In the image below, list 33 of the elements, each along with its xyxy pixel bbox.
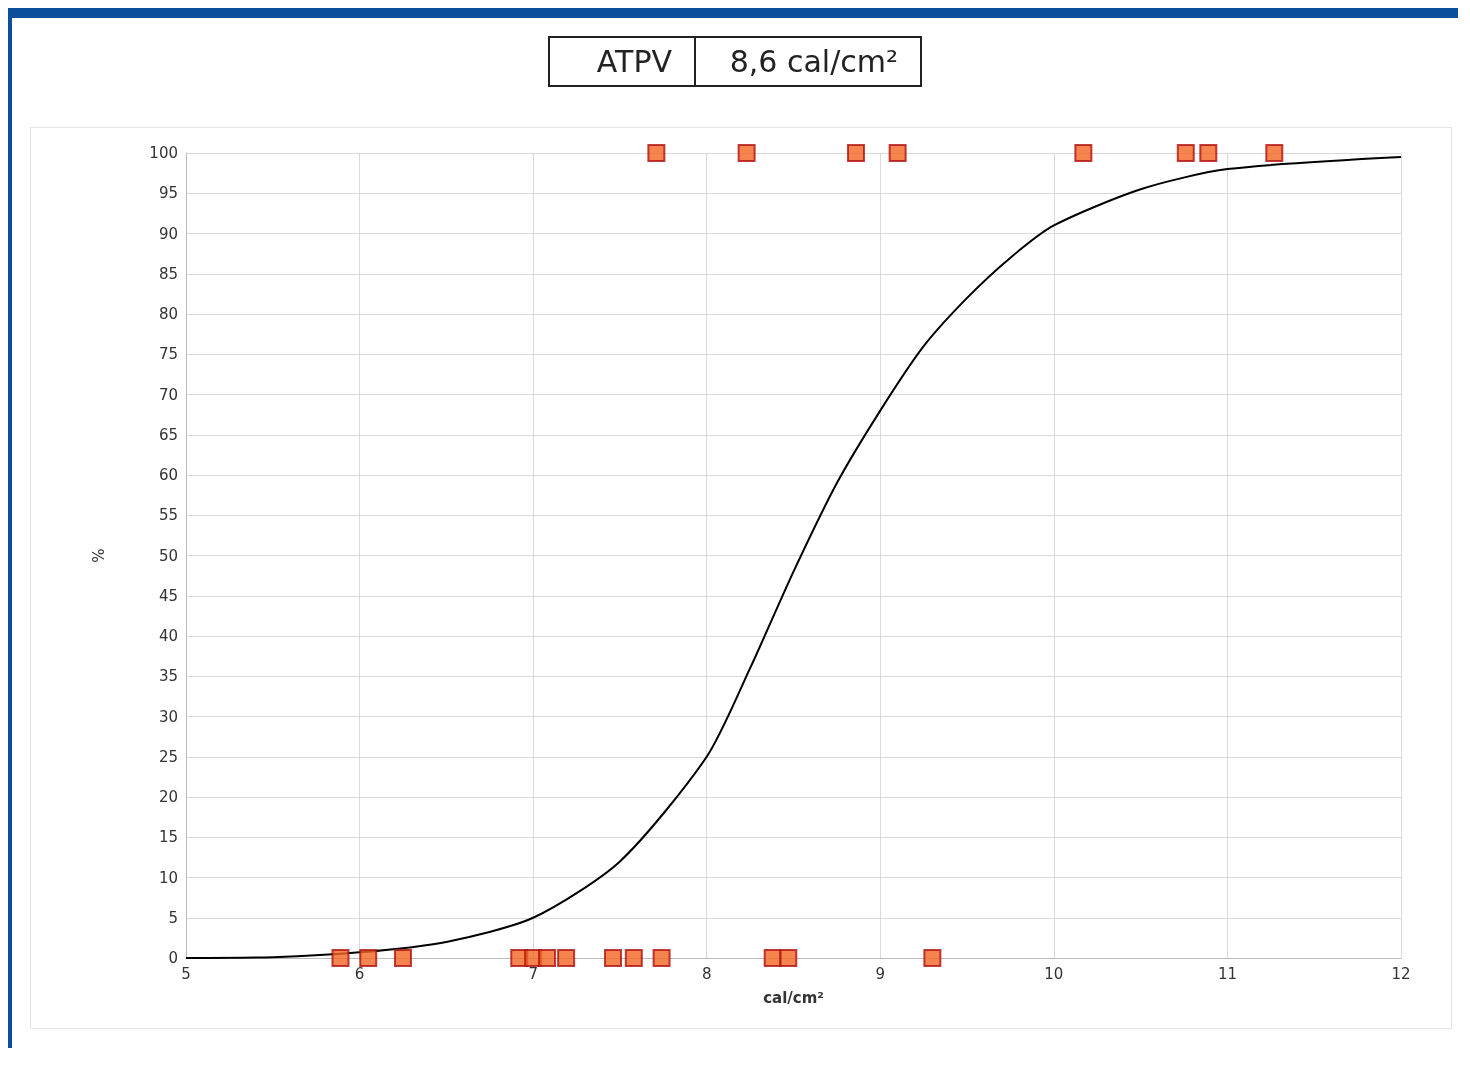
x-tick-label: 12 [1391, 964, 1411, 983]
x-tick-label: 6 [354, 964, 365, 983]
y-axis-title: % [89, 548, 108, 563]
x-tick-label: 9 [875, 964, 886, 983]
x-tick-label: 8 [701, 964, 712, 983]
y-tick-label: 35 [158, 667, 178, 686]
y-tick-label: 55 [158, 506, 178, 525]
y-tick-label: 40 [158, 627, 178, 645]
y-tick-label: 70 [158, 385, 178, 404]
x-tick-label: 11 [1217, 964, 1237, 983]
x-tick-label: 10 [1044, 964, 1064, 983]
y-tick-label: 5 [168, 908, 178, 927]
y-tick-label: 30 [158, 707, 178, 726]
y-tick-label: 65 [158, 425, 178, 444]
y-tick-label: 75 [158, 345, 178, 364]
x-tick-label: 7 [528, 964, 538, 983]
y-tick-label: 100 [149, 144, 178, 162]
y-tick-label: 60 [158, 466, 178, 484]
y-tick-label: 0 [168, 949, 178, 967]
y-tick-label: 15 [158, 828, 178, 847]
y-tick-label: 45 [158, 586, 178, 605]
y-tick-label: 10 [158, 868, 178, 887]
y-tick-label: 20 [158, 788, 178, 806]
y-tick-label: 25 [158, 747, 178, 766]
y-tick-label: 85 [158, 264, 178, 283]
y-tick-label: 80 [158, 305, 178, 323]
y-tick-label: 90 [158, 224, 178, 243]
x-tick-label: 5 [181, 964, 191, 983]
chart-subtitle: 8,6 cal/cm² [695, 37, 921, 86]
chart-title: ATPV [549, 37, 695, 86]
y-tick-label: 50 [158, 546, 178, 565]
y-tick-label: 95 [158, 184, 178, 203]
x-axis-title: cal/cm² [763, 988, 824, 1007]
